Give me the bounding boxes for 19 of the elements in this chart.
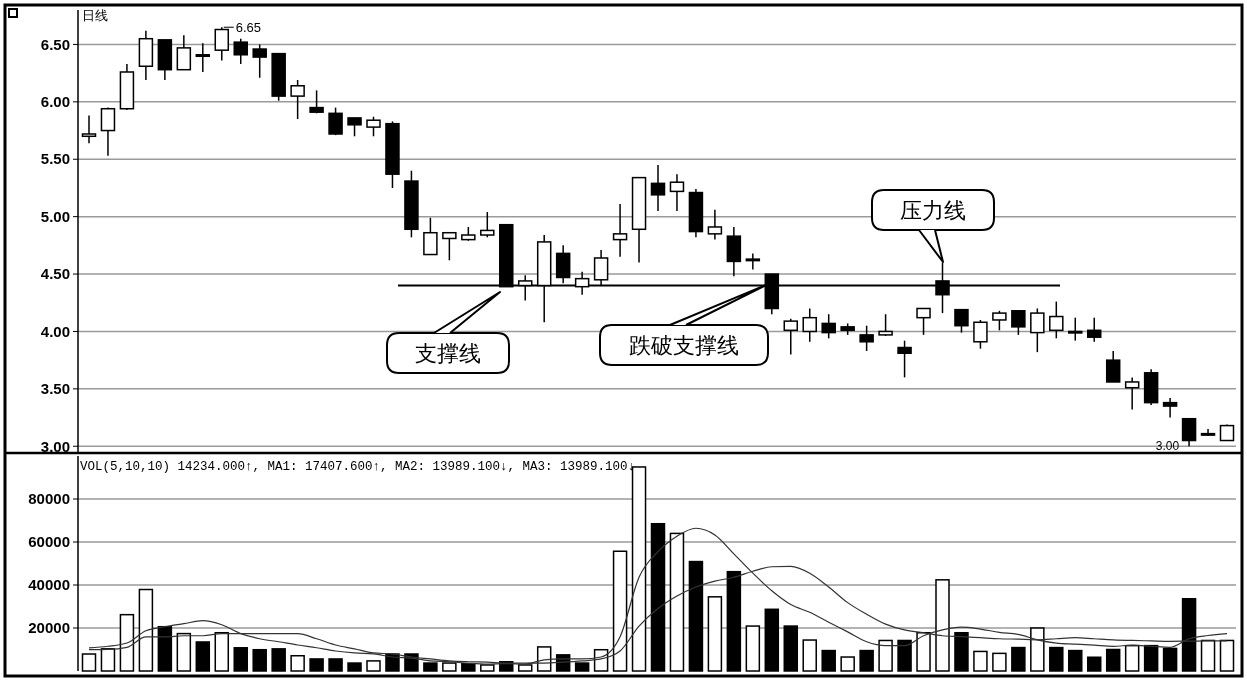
chart-title: VOL(5,10,10) 14234.000↑, MA1: 17407.600↑, MA2: 13989.100↓, MA3: 13989.100↓ [80, 460, 636, 475]
annotation: 压力线 [900, 197, 966, 223]
y-tick-label: 60000 [28, 533, 70, 551]
y-tick-label: 3.50 [40, 380, 70, 398]
y-tick-label: 5.00 [40, 207, 70, 225]
y-tick-label: 3.00 [40, 437, 70, 455]
y-tick-label: 5.50 [40, 150, 70, 168]
annotation: 6.65 [235, 19, 262, 35]
y-tick-label: 6.00 [40, 93, 70, 111]
legend-label: 支撑线 [415, 340, 481, 366]
annotation: 3.00 [1155, 439, 1180, 453]
y-tick-label: 40000 [28, 576, 70, 594]
y-tick-label: 20000 [28, 619, 70, 637]
y-tick-label: 4.00 [40, 322, 70, 340]
y-tick-label: 6.50 [40, 35, 70, 53]
chart-title: 日线 [82, 8, 108, 23]
y-tick-label: 80000 [28, 490, 70, 508]
annotation: 跌破支撑线 [629, 332, 739, 358]
y-tick-label: 4.50 [40, 265, 70, 283]
